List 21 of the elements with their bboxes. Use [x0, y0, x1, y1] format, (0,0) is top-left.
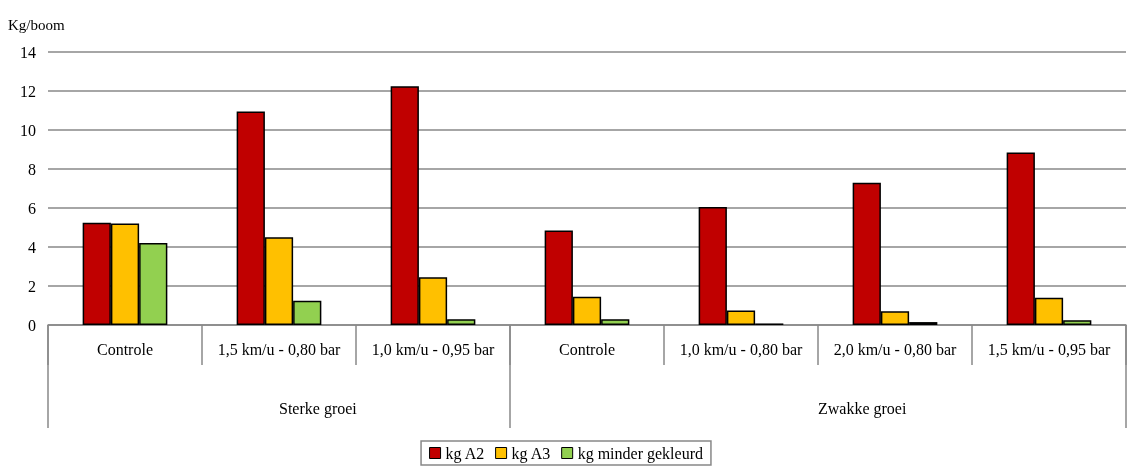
x-tick-label: Controle [97, 340, 153, 358]
legend-label: kg minder gekleurd [577, 444, 703, 463]
y-tick-label: 12 [20, 82, 36, 100]
y-tick-label: 8 [28, 160, 36, 178]
y-axis-title: Kg/boom [8, 16, 65, 33]
y-tick-label: 10 [20, 121, 36, 139]
y-tick-label: 14 [20, 43, 36, 61]
x-tick-label: 1,5 km/u - 0,80 bar [217, 340, 341, 358]
x-tick-label: 2,0 km/u - 0,80 bar [833, 340, 957, 358]
text: Sterke groei [279, 399, 358, 418]
y-tick-label: 4 [28, 238, 36, 256]
legend-label: kg A3 [511, 444, 551, 463]
y-tick-label: 2 [28, 277, 36, 295]
y-tick-label: 6 [28, 199, 36, 217]
y-tick-label: 0 [28, 316, 36, 334]
text: Zwakke groei [818, 399, 907, 418]
x-tick-label: 1,0 km/u - 0,95 bar [371, 340, 495, 358]
x-tick-label: 1,5 km/u - 0,95 bar [987, 340, 1111, 358]
legend-label: kg A2 [445, 444, 485, 463]
x-tick-label: Controle [559, 340, 615, 358]
x-tick-label: 1,0 km/u - 0,80 bar [679, 340, 803, 358]
